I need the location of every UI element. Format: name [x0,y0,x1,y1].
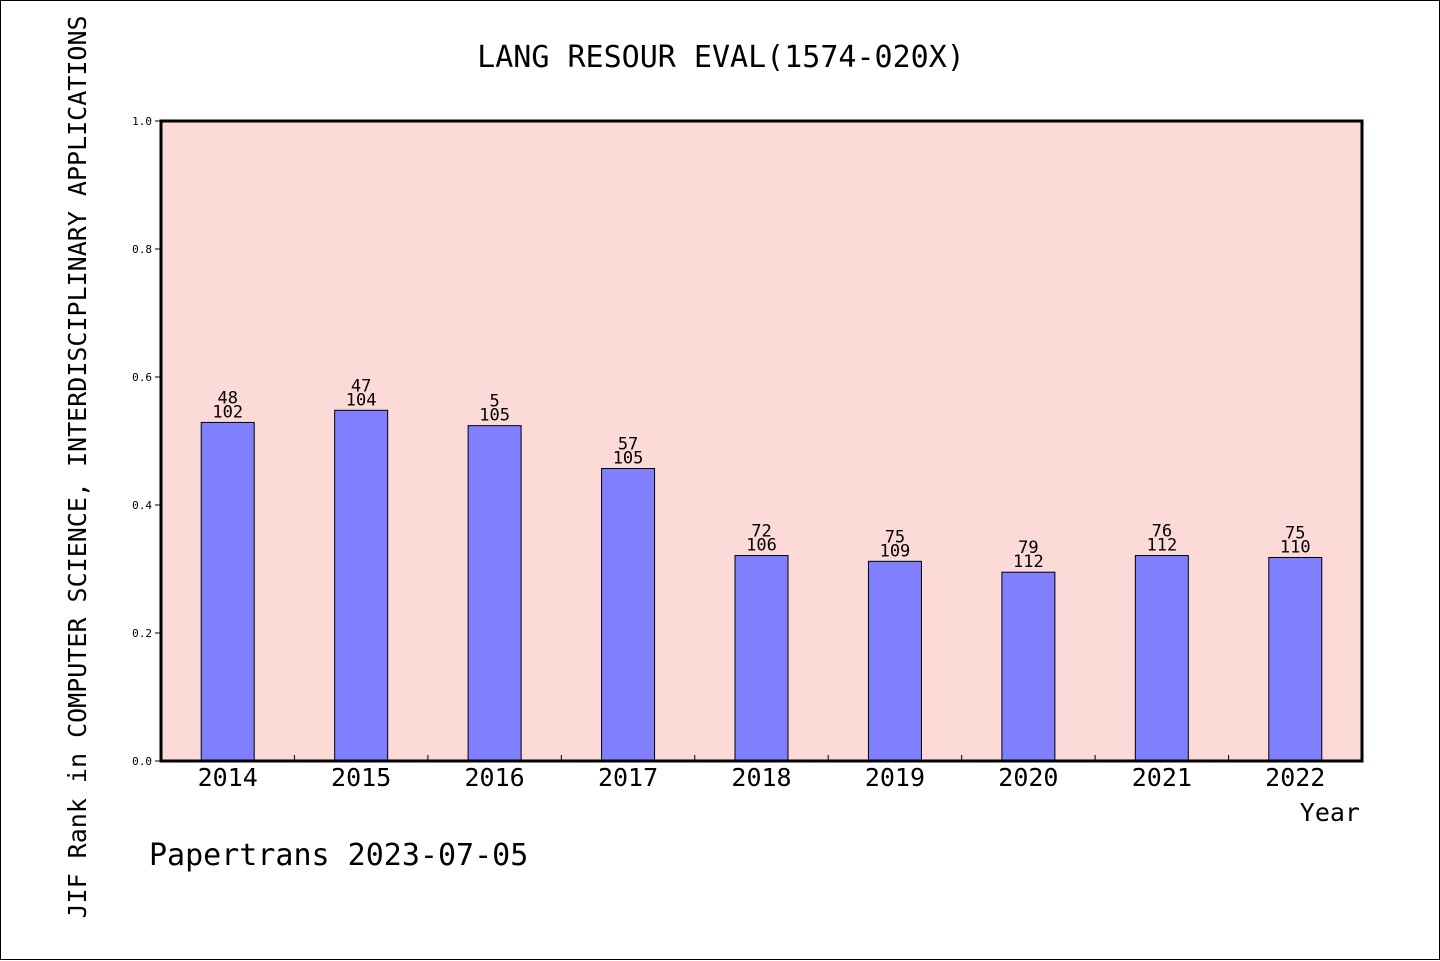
x-tick-label: 2014 [198,763,258,792]
bar [467,425,522,762]
footer-credit: Papertrans 2023-07-05 [149,838,528,873]
x-axis-label: Year [1300,798,1360,827]
chart-title: LANG RESOUR EVAL(1574-020X) [477,40,965,75]
y-tick-label: 1.0 [132,115,152,128]
bar-rank-label: 72 [751,522,771,542]
x-tick-label: 2020 [998,763,1058,792]
bar-total-label: 112 [1146,536,1177,556]
bar-rank-label: 75 [1285,523,1305,543]
bar-total-label: 102 [212,402,243,422]
bar [200,421,255,762]
bar-rank-label: 48 [217,388,237,408]
bar-total-label: 110 [1280,537,1311,557]
bar [867,560,922,762]
bar-total-label: 106 [746,536,777,556]
bar-rank-label: 75 [885,527,905,547]
bar-total-label: 105 [613,449,644,469]
bar [734,555,789,762]
bar-total-label: 109 [880,541,911,561]
bars-group [200,409,1323,762]
bar [334,409,389,762]
bar [601,468,656,762]
bar-rank-label: 76 [1152,522,1172,542]
x-tick-label: 2015 [331,763,391,792]
bar [1268,556,1323,762]
x-tick-label: 2018 [731,763,791,792]
plot-border [159,119,1364,763]
x-tick-label: 2019 [865,763,925,792]
bar-total-label: 104 [346,390,377,410]
x-axis-ticks: 2014 2015 2016 2017 2018 2019 2020 2021 2022 [198,755,1325,792]
x-tick-label: 2021 [1132,763,1192,792]
y-axis-ticks: 0.0 0.2 0.4 0.6 0.8 1.0 [132,115,161,768]
x-tick-label: 2022 [1265,763,1325,792]
y-tick-label: 0.2 [132,627,152,640]
y-tick-label: 0.0 [132,755,152,768]
x-tick-label: 2017 [598,763,658,792]
bar-rank-label: 5 [489,392,499,412]
y-axis-label: JIF Rank in COMPUTER SCIENCE, INTERDISCI… [63,15,92,918]
bar-total-label: 105 [479,406,510,426]
y-tick-label: 0.4 [132,499,152,512]
bar-rank-label: 57 [618,435,638,455]
y-tick-label: 0.8 [132,243,152,256]
bar [1134,555,1189,762]
bar-rank-label: 47 [351,376,371,396]
x-tick-label: 2016 [465,763,525,792]
bar [1001,571,1056,762]
bar-total-label: 112 [1013,552,1044,572]
bar-rank-label: 79 [1018,538,1038,558]
y-tick-label: 0.6 [132,371,152,384]
